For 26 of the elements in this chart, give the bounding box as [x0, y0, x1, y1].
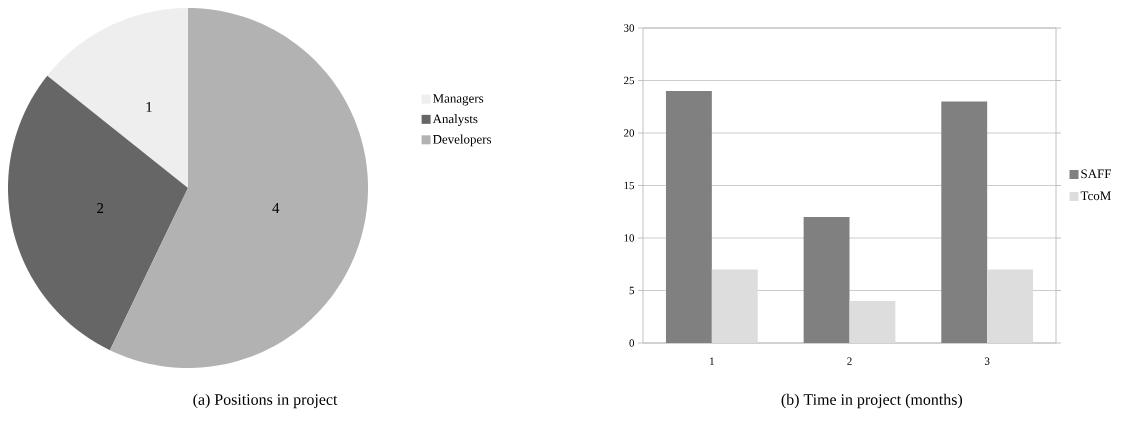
legend-label: Managers	[432, 94, 484, 106]
bar	[941, 101, 988, 343]
legend-label: Analysts	[432, 114, 478, 126]
legend-label: TcoM	[1080, 191, 1111, 201]
y-tick-label: 15	[624, 181, 635, 190]
y-tick-label: 10	[624, 234, 635, 242]
text: (a) Positions in project	[193, 393, 338, 409]
y-tick-label: 0	[629, 339, 635, 347]
bar	[711, 269, 758, 343]
y-tick-label: 30	[624, 24, 635, 32]
data-label: 1	[146, 101, 152, 112]
bar	[987, 269, 1034, 343]
y-tick-label: 25	[624, 76, 635, 85]
x-tick-label: 2	[847, 357, 852, 365]
x-tick-label: 1	[710, 357, 714, 365]
legend-label: Developers	[432, 134, 492, 147]
data-label: 4	[272, 203, 280, 213]
x-tick-label: 3	[984, 357, 990, 365]
legend-label: SAFF	[1081, 169, 1111, 179]
y-tick-label: 5	[629, 286, 635, 295]
bar	[665, 91, 712, 343]
text: (b) Time in project (months)	[781, 393, 963, 409]
data-label: 2	[97, 203, 104, 213]
bar	[803, 217, 850, 343]
bar	[849, 301, 896, 343]
y-tick-label: 20	[624, 129, 635, 137]
